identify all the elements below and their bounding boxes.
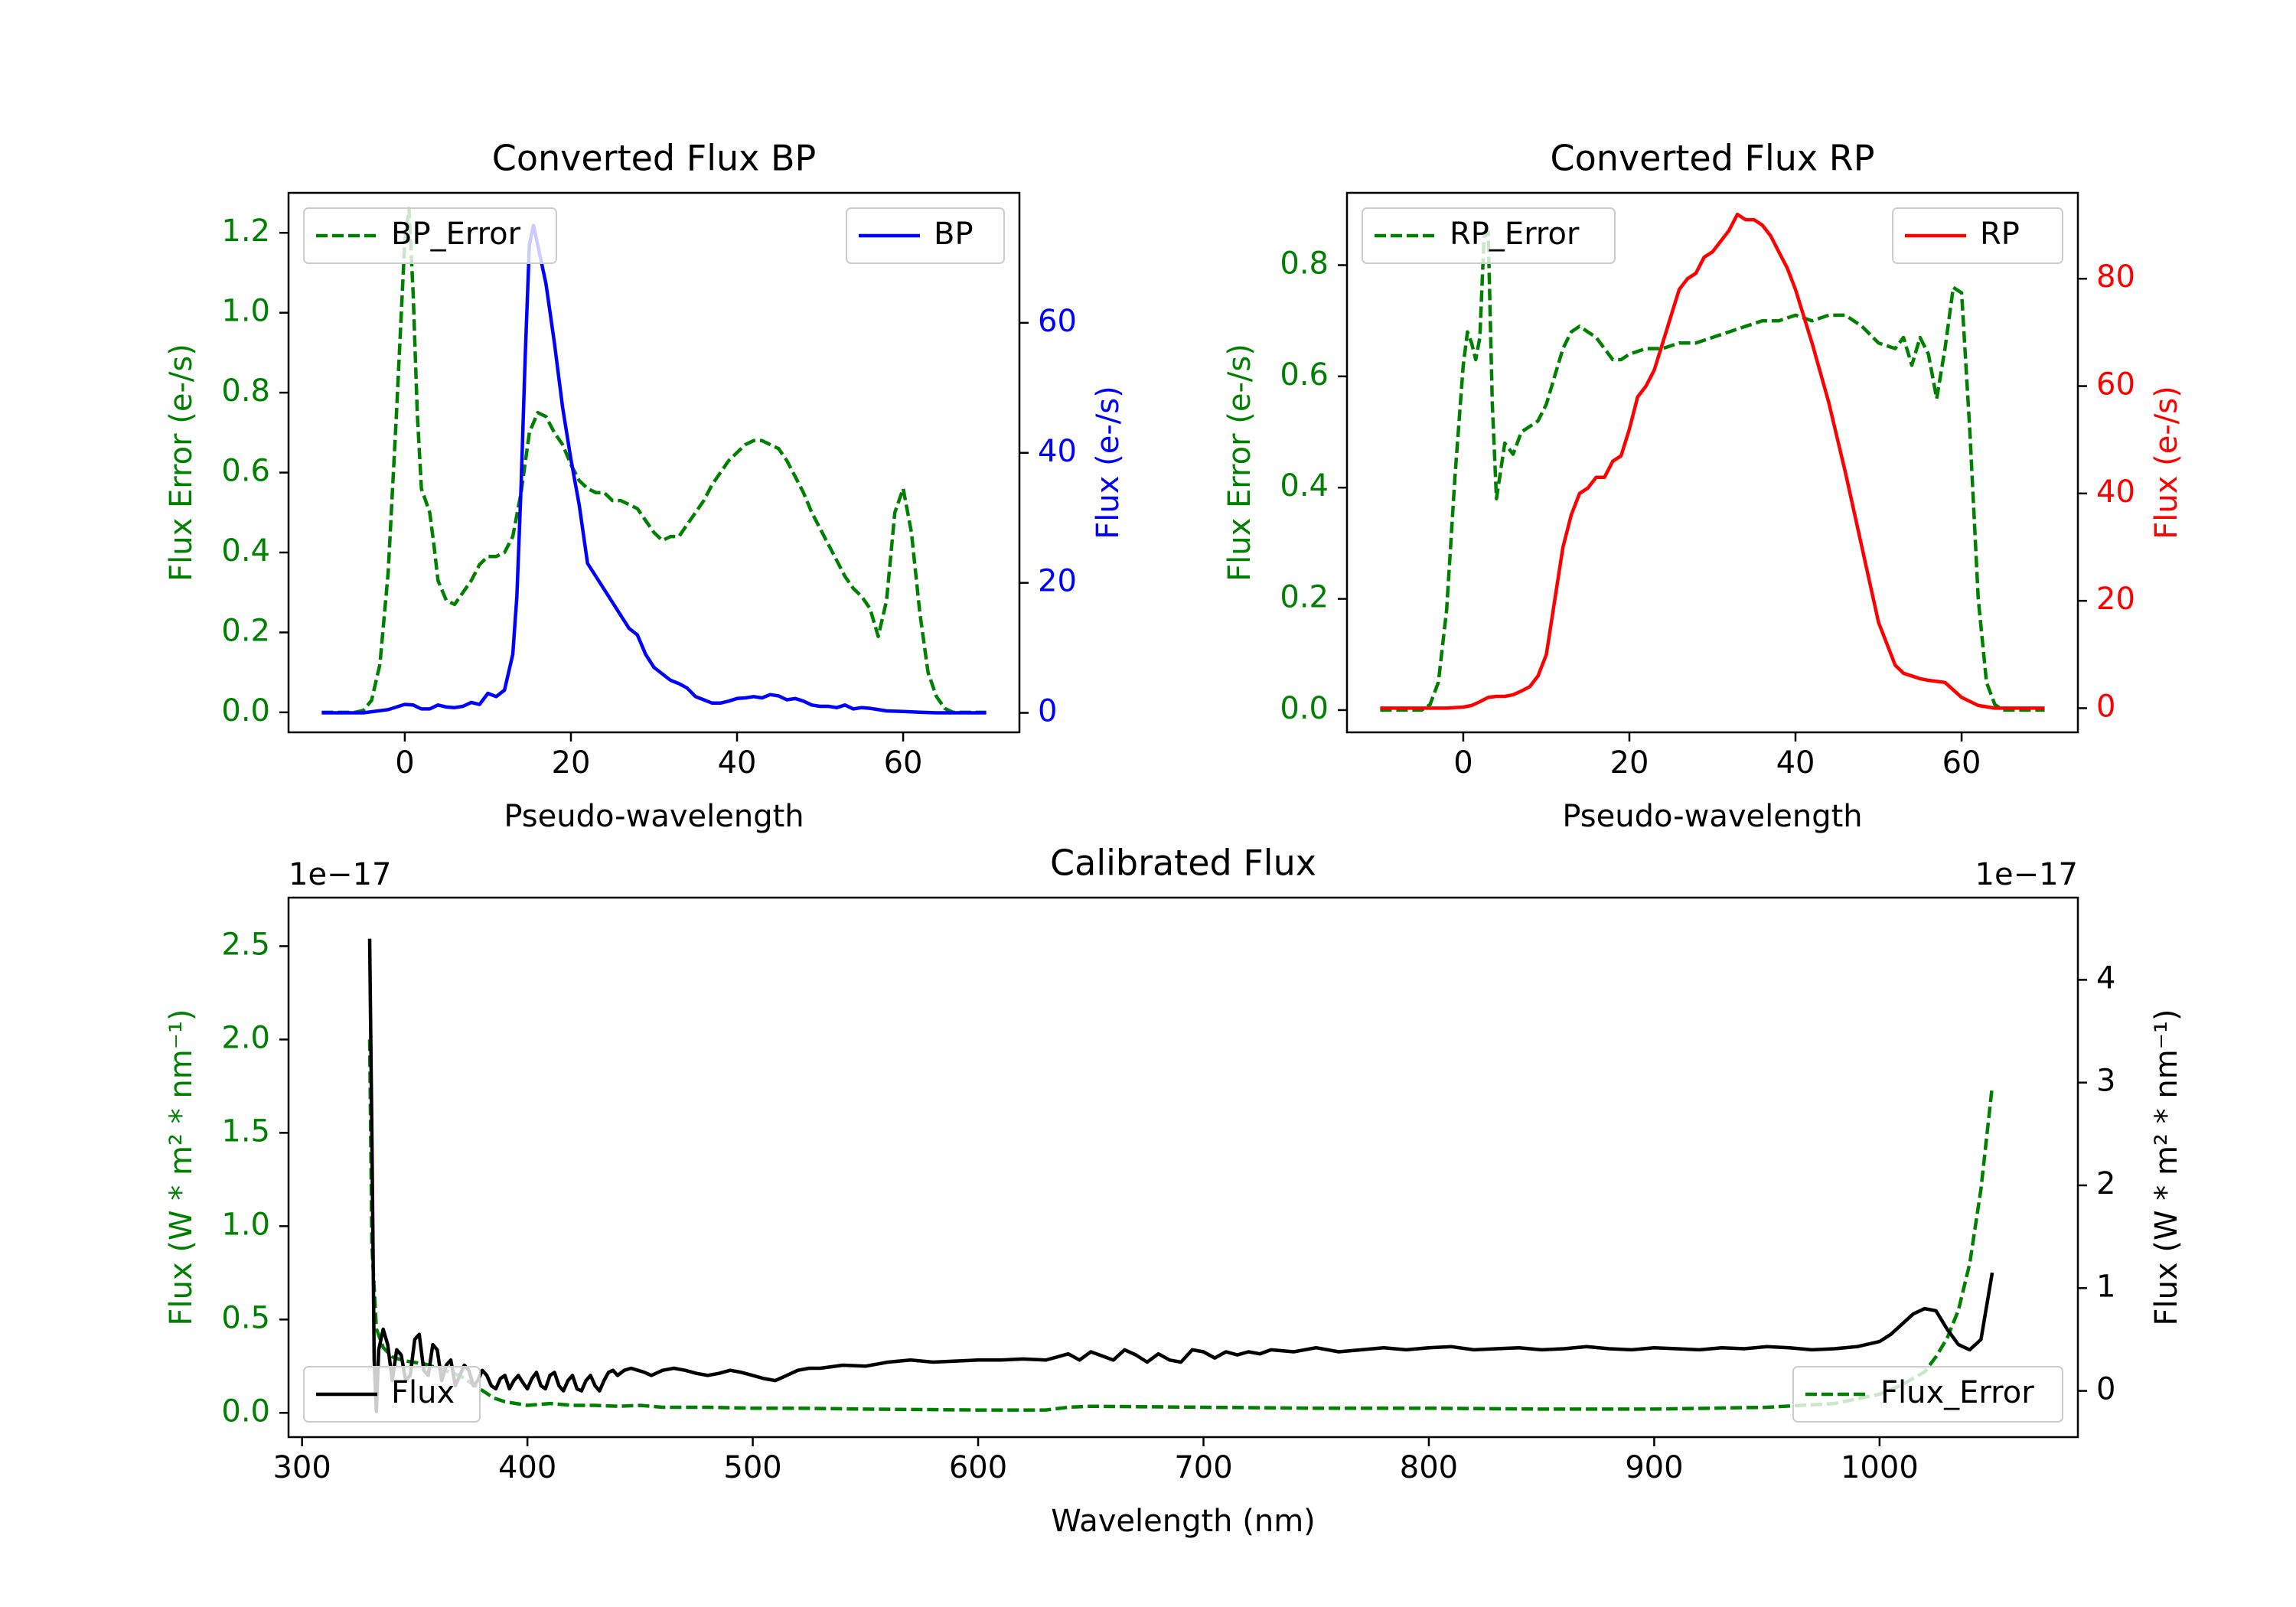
- y-right-tick-label-rp: 20: [2096, 582, 2135, 617]
- chart-title-bp: Converted Flux BP: [492, 138, 817, 179]
- legend-left-rp-box: [1362, 207, 1616, 264]
- x-axis-label-bp: Pseudo-wavelength: [504, 799, 804, 834]
- y-left-axis-label-rp: Flux Error (e-/s): [1222, 344, 1257, 582]
- x-tick-label-bp: 60: [884, 745, 923, 781]
- legend-right-cal-label: Flux_Error: [1880, 1375, 2034, 1410]
- y-left-tick-label-cal: 1.5: [221, 1113, 270, 1149]
- y-right-tick-label-bp: 20: [1038, 564, 1077, 599]
- y-left-tick-label-bp: 0.4: [221, 533, 270, 569]
- y-right-tick-label-cal: 4: [2096, 960, 2115, 996]
- x-tick-label-rp: 20: [1610, 745, 1649, 781]
- x-tick-label-rp: 40: [1776, 745, 1815, 781]
- y-left-tick-label-bp: 1.2: [221, 214, 270, 249]
- y-left-axis-label-bp: Flux Error (e-/s): [164, 344, 199, 582]
- y-left-tick-label-cal: 0.0: [221, 1393, 270, 1429]
- y-right-tick-label-cal: 2: [2096, 1166, 2115, 1201]
- x-tick-label-cal: 1000: [1841, 1450, 1919, 1485]
- axes-frame-rp: [1345, 191, 2079, 734]
- y-left-tick-label-bp: 0.0: [221, 693, 270, 729]
- y-left-tick-label-cal: 0.5: [221, 1300, 270, 1335]
- y-left-tick-label-rp: 0.2: [1280, 580, 1329, 615]
- y-right-tick-label-rp: 60: [2096, 367, 2135, 403]
- legend-right-cal-box: [1792, 1366, 2063, 1423]
- x-tick-label-bp: 0: [395, 745, 414, 781]
- series-line-rp-error: [1380, 230, 2045, 712]
- y-right-tick-label-rp: 80: [2096, 259, 2135, 295]
- series-line-bp: [321, 223, 987, 715]
- y-left-tick-label-rp: 0.4: [1280, 468, 1329, 504]
- legend-left-cal-label: Flux: [391, 1375, 455, 1410]
- legend-right-bp-box: [846, 207, 1005, 264]
- y-right-tick-label-bp: 40: [1038, 434, 1077, 469]
- x-tick-label-rp: 0: [1453, 745, 1473, 781]
- y-right-axis-label-bp: Flux (e-/s): [1091, 386, 1126, 539]
- series-line-bp-error: [321, 207, 987, 715]
- x-tick-label-bp: 40: [718, 745, 757, 781]
- x-axis-label-cal: Wavelength (nm): [1051, 1504, 1316, 1539]
- y-left-tick-label-cal: 1.0: [221, 1207, 270, 1242]
- x-tick-label-bp: 20: [552, 745, 591, 781]
- x-tick-label-cal: 700: [1174, 1450, 1232, 1485]
- y-right-tick-label-cal: 3: [2096, 1064, 2115, 1099]
- x-tick-label-cal: 600: [949, 1450, 1007, 1485]
- y-left-offset-label: 1e−17: [289, 857, 391, 892]
- y-right-tick-label-cal: 0: [2096, 1372, 2115, 1407]
- legend-left-bp-label: BP_Error: [391, 217, 521, 252]
- y-right-tick-label-rp: 0: [2096, 689, 2115, 724]
- series-line-rp: [1380, 212, 2045, 710]
- legend-right-rp-label: RP: [1980, 217, 2020, 252]
- chart-title-rp: Converted Flux RP: [1551, 138, 1875, 179]
- x-tick-label-cal: 800: [1400, 1450, 1458, 1485]
- y-right-offset-label: 1e−17: [1975, 857, 2078, 892]
- y-right-tick-label-rp: 40: [2096, 474, 2135, 510]
- y-left-tick-label-rp: 0.0: [1280, 691, 1329, 726]
- y-right-tick-label-bp: 60: [1038, 304, 1077, 339]
- y-left-tick-label-rp: 0.6: [1280, 357, 1329, 393]
- chart-title-cal: Calibrated Flux: [1050, 843, 1316, 884]
- x-tick-label-cal: 500: [723, 1450, 781, 1485]
- y-right-tick-label-bp: 0: [1038, 694, 1057, 729]
- y-left-tick-label-cal: 2.0: [221, 1020, 270, 1055]
- y-left-tick-label-bp: 1.0: [221, 294, 270, 329]
- x-tick-label-cal: 300: [272, 1450, 331, 1485]
- x-tick-label-cal: 900: [1625, 1450, 1683, 1485]
- x-axis-label-rp: Pseudo-wavelength: [1562, 799, 1862, 834]
- axes-frame-cal: [287, 896, 2079, 1439]
- legend-left-cal-box: [303, 1366, 481, 1423]
- y-left-tick-label-bp: 0.6: [221, 454, 270, 489]
- y-right-tick-label-cal: 1: [2096, 1269, 2115, 1304]
- legend-right-bp-label: BP: [934, 217, 974, 252]
- y-left-tick-label-rp: 0.8: [1280, 246, 1329, 281]
- x-tick-label-rp: 60: [1942, 745, 1981, 781]
- legend-right-rp-box: [1892, 207, 2063, 264]
- x-tick-label-cal: 400: [498, 1450, 556, 1485]
- y-left-tick-label-bp: 0.8: [221, 373, 270, 409]
- axes-frame-bp: [287, 191, 1021, 734]
- y-left-tick-label-cal: 2.5: [221, 927, 270, 962]
- legend-left-rp-label: RP_Error: [1450, 217, 1580, 252]
- y-right-axis-label-cal: Flux (W * m² * nm⁻¹): [2149, 1009, 2184, 1326]
- legend-left-bp-box: [303, 207, 557, 264]
- y-right-axis-label-rp: Flux (e-/s): [2149, 386, 2184, 539]
- y-left-tick-label-bp: 0.2: [221, 613, 270, 648]
- y-left-axis-label-cal: Flux (W * m² * nm⁻¹): [164, 1009, 199, 1326]
